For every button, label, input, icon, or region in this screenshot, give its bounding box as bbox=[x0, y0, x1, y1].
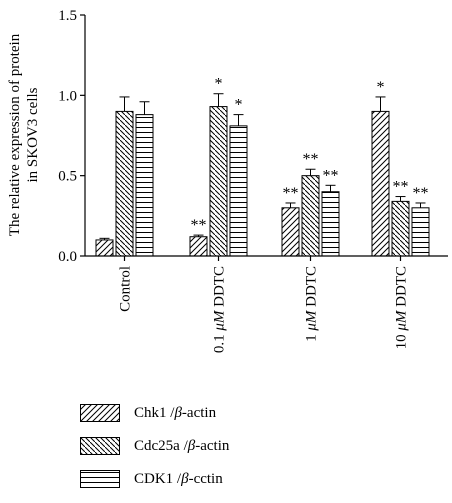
significance-s2-c2: ** bbox=[323, 167, 339, 184]
x-tick-label-3: 10 μM DDTC bbox=[394, 266, 410, 349]
bar-s2-c2 bbox=[321, 191, 340, 257]
significance-s2-c1: * bbox=[235, 97, 243, 114]
y-axis-label-line-1: in SKOV3 cells bbox=[25, 87, 41, 182]
significance-s1-c2: ** bbox=[303, 151, 319, 168]
x-tick-label-2: 1 μM DDTC bbox=[304, 266, 320, 342]
x-tick-label-1: 0.1 μM DDTC bbox=[212, 266, 228, 353]
significance-s0-c3: * bbox=[377, 79, 385, 96]
bar-s2-c3 bbox=[411, 207, 430, 257]
bar-s2-c0 bbox=[135, 114, 154, 257]
significance-s0-c1: ** bbox=[191, 217, 207, 234]
bar-s1-c0 bbox=[115, 110, 134, 257]
legend-label-chk1: Chk1 /β-actin bbox=[134, 405, 217, 421]
bar-s0-c2 bbox=[281, 207, 300, 257]
y-tick-label-3: 1.5 bbox=[58, 8, 77, 24]
y-tick-label-1: 0.5 bbox=[58, 169, 77, 185]
bar-s2-c1 bbox=[229, 125, 248, 257]
bars: *************** bbox=[95, 76, 430, 257]
y-axis-label-line-0: The relative expression of protein bbox=[7, 33, 23, 236]
legend-swatch-chk1 bbox=[80, 404, 120, 422]
bar-s1-c1 bbox=[209, 106, 228, 257]
y-tick-label-0: 0.0 bbox=[58, 249, 77, 265]
significance-s0-c2: ** bbox=[283, 185, 299, 202]
legend-label-cdk1: CDK1 /β-cctin bbox=[134, 471, 223, 487]
y-axis-label: The relative expression of protein in SKO… bbox=[7, 33, 41, 236]
significance-s1-c3: ** bbox=[393, 179, 409, 196]
bar-chart: The relative expression of protein in SKO… bbox=[7, 8, 448, 353]
legend-label-cdc25a: Cdc25a /β-actin bbox=[134, 438, 230, 454]
legend-swatch-cdk1 bbox=[80, 470, 120, 488]
x-tick-label-0: Control bbox=[118, 266, 134, 312]
significance-s2-c3: ** bbox=[413, 185, 429, 202]
bar-s1-c2 bbox=[301, 175, 320, 257]
x-tick-labels: Control 0.1 μM DDTC 1 μM DDTC 10 μM DDTC bbox=[118, 266, 410, 353]
bar-s0-c0 bbox=[95, 239, 114, 257]
bar-s1-c3 bbox=[391, 200, 410, 257]
y-tick-label-2: 1.0 bbox=[58, 88, 77, 104]
legend-swatch-cdc25a bbox=[80, 437, 120, 455]
bar-s0-c3 bbox=[371, 110, 390, 257]
bar-s0-c1 bbox=[189, 236, 208, 257]
significance-s1-c1: * bbox=[215, 76, 223, 93]
